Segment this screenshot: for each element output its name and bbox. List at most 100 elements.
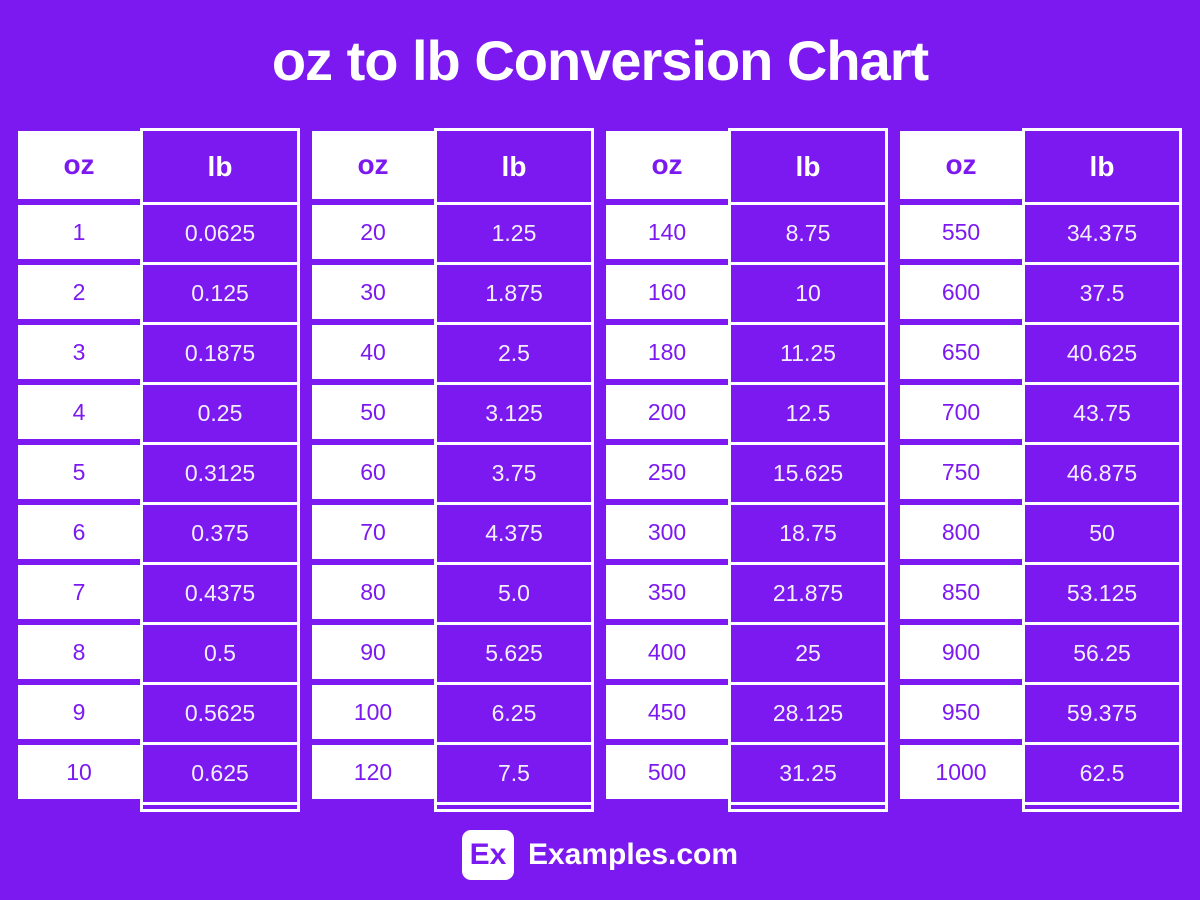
lb-value-cell: 10 (731, 265, 885, 325)
oz-value-cell: 30 (312, 265, 434, 319)
lb-value-cell: 3.125 (437, 385, 591, 445)
oz-value-cell: 700 (900, 385, 1022, 439)
lb-value-cell: 46.875 (1025, 445, 1179, 505)
lb-value-cell: 37.5 (1025, 265, 1179, 325)
lb-value-cell: 8.75 (731, 205, 885, 265)
oz-value-cell: 40 (312, 325, 434, 379)
lb-value-cell: 0.625 (143, 745, 297, 805)
oz-value-cell: 8 (18, 625, 140, 679)
lb-column: lb 34.375 37.5 40.625 43.75 46.875 50 53.125 56.… (1022, 128, 1182, 812)
lb-value-cell: 0.5 (143, 625, 297, 685)
oz-value-cell: 80 (312, 565, 434, 619)
oz-value-cell: 850 (900, 565, 1022, 619)
lb-value-cell: 4.375 (437, 505, 591, 565)
lb-value-cell: 12.5 (731, 385, 885, 445)
conversion-tables: oz 1 2 3 4 5 6 7 8 9 10 lb 0.0625 0.125 0.1875 0.25 0.31… (18, 128, 1182, 812)
lb-value-cell: 1.25 (437, 205, 591, 265)
oz-value-cell: 200 (606, 385, 728, 439)
lb-value-cell: 7.5 (437, 745, 591, 805)
conversion-table-4: oz 550 600 650 700 750 800 850 900 950 1000 lb 34.37… (900, 128, 1182, 812)
oz-value-cell: 5 (18, 445, 140, 499)
lb-value-cell: 31.25 (731, 745, 885, 805)
logo-text: Ex (469, 838, 507, 871)
lb-header-cell: lb (143, 131, 297, 205)
oz-value-cell: 1000 (900, 745, 1022, 799)
lb-value-cell: 6.25 (437, 685, 591, 745)
oz-value-cell: 800 (900, 505, 1022, 559)
oz-value-cell: 400 (606, 625, 728, 679)
oz-value-cell: 500 (606, 745, 728, 799)
lb-value-cell: 3.75 (437, 445, 591, 505)
oz-column: oz 140 160 180 200 250 300 350 400 450 500 (606, 131, 728, 812)
lb-value-cell: 5.625 (437, 625, 591, 685)
lb-value-cell: 0.5625 (143, 685, 297, 745)
oz-value-cell: 160 (606, 265, 728, 319)
oz-value-cell: 1 (18, 205, 140, 259)
oz-value-cell: 3 (18, 325, 140, 379)
lb-column: lb 8.75 10 11.25 12.5 15.625 18.75 21.875 25 28.1… (728, 128, 888, 812)
lb-value-cell: 62.5 (1025, 745, 1179, 805)
oz-header-cell: oz (312, 131, 434, 199)
site-name: Examples.com (527, 838, 739, 871)
oz-value-cell: 550 (900, 205, 1022, 259)
oz-header-cell: oz (900, 131, 1022, 199)
examples-logo-icon: Ex (461, 830, 514, 880)
oz-value-cell: 4 (18, 385, 140, 439)
lb-value-cell: 18.75 (731, 505, 885, 565)
lb-value-cell: 59.375 (1025, 685, 1179, 745)
oz-value-cell: 2 (18, 265, 140, 319)
lb-value-cell: 25 (731, 625, 885, 685)
oz-value-cell: 10 (18, 745, 140, 799)
oz-value-cell: 300 (606, 505, 728, 559)
lb-value-cell: 50 (1025, 505, 1179, 565)
oz-value-cell: 180 (606, 325, 728, 379)
lb-value-cell: 0.0625 (143, 205, 297, 265)
oz-value-cell: 6 (18, 505, 140, 559)
conversion-table-2: oz 20 30 40 50 60 70 80 90 100 120 lb 1.25 1.875 2.5 3.… (312, 128, 594, 812)
oz-header-cell: oz (606, 131, 728, 199)
oz-value-cell: 50 (312, 385, 434, 439)
oz-value-cell: 750 (900, 445, 1022, 499)
oz-value-cell: 950 (900, 685, 1022, 739)
lb-value-cell: 11.25 (731, 325, 885, 385)
oz-column: oz 550 600 650 700 750 800 850 900 950 1000 (900, 131, 1022, 812)
lb-header-cell: lb (731, 131, 885, 205)
oz-column: oz 1 2 3 4 5 6 7 8 9 10 (18, 131, 140, 812)
lb-header-cell: lb (1025, 131, 1179, 205)
lb-value-cell: 2.5 (437, 325, 591, 385)
oz-value-cell: 9 (18, 685, 140, 739)
lb-value-cell: 5.0 (437, 565, 591, 625)
lb-value-cell: 0.125 (143, 265, 297, 325)
lb-value-cell: 53.125 (1025, 565, 1179, 625)
oz-header-cell: oz (18, 131, 140, 199)
lb-value-cell: 1.875 (437, 265, 591, 325)
lb-value-cell: 34.375 (1025, 205, 1179, 265)
oz-value-cell: 100 (312, 685, 434, 739)
oz-value-cell: 600 (900, 265, 1022, 319)
lb-value-cell: 43.75 (1025, 385, 1179, 445)
oz-value-cell: 450 (606, 685, 728, 739)
conversion-table-3: oz 140 160 180 200 250 300 350 400 450 500 lb 8.75 10… (606, 128, 888, 812)
lb-value-cell: 0.1875 (143, 325, 297, 385)
lb-column: lb 0.0625 0.125 0.1875 0.25 0.3125 0.375 0.4375… (140, 128, 300, 812)
oz-value-cell: 7 (18, 565, 140, 619)
lb-value-cell: 28.125 (731, 685, 885, 745)
oz-value-cell: 350 (606, 565, 728, 619)
oz-value-cell: 120 (312, 745, 434, 799)
oz-value-cell: 140 (606, 205, 728, 259)
footer-brand: Ex Examples.com (0, 830, 1200, 880)
lb-value-cell: 21.875 (731, 565, 885, 625)
oz-value-cell: 70 (312, 505, 434, 559)
oz-value-cell: 90 (312, 625, 434, 679)
oz-value-cell: 900 (900, 625, 1022, 679)
oz-column: oz 20 30 40 50 60 70 80 90 100 120 (312, 131, 434, 812)
lb-header-cell: lb (437, 131, 591, 205)
oz-value-cell: 60 (312, 445, 434, 499)
lb-value-cell: 0.4375 (143, 565, 297, 625)
oz-value-cell: 650 (900, 325, 1022, 379)
lb-value-cell: 56.25 (1025, 625, 1179, 685)
oz-value-cell: 20 (312, 205, 434, 259)
lb-column: lb 1.25 1.875 2.5 3.125 3.75 4.375 5.0 5.625 6.25… (434, 128, 594, 812)
oz-value-cell: 250 (606, 445, 728, 499)
